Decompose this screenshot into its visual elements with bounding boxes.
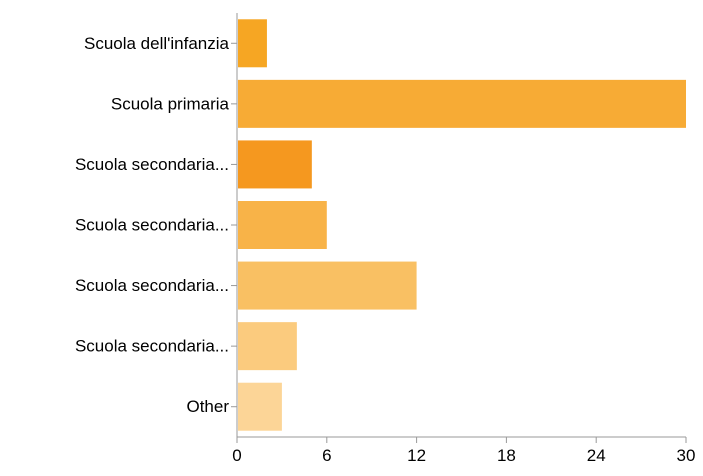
x-tick-label: 18 bbox=[497, 446, 516, 465]
x-tick-label: 24 bbox=[587, 446, 606, 465]
bar-1 bbox=[238, 19, 267, 68]
x-tick-label: 6 bbox=[322, 446, 331, 465]
category-label: Scuola dell'infanzia bbox=[84, 34, 230, 53]
x-tick-label: 12 bbox=[407, 446, 426, 465]
category-label: Other bbox=[186, 397, 229, 416]
category-label: Scuola secondaria... bbox=[75, 155, 229, 174]
x-tick-label: 0 bbox=[232, 446, 241, 465]
bar-6 bbox=[238, 322, 297, 371]
bar-7 bbox=[238, 382, 282, 431]
category-label: Scuola primaria bbox=[111, 94, 230, 113]
x-tick-label: 30 bbox=[677, 446, 696, 465]
category-label: Scuola secondaria... bbox=[75, 276, 229, 295]
labels-layer: Scuola dell'infanzia Scuola primaria Scuol… bbox=[75, 34, 696, 465]
axes-layer bbox=[231, 13, 687, 443]
bar-5 bbox=[238, 261, 417, 310]
bar-4 bbox=[238, 201, 327, 249]
bars-layer bbox=[238, 19, 686, 431]
category-label: Scuola secondaria... bbox=[75, 216, 229, 235]
category-label: Scuola secondaria... bbox=[75, 337, 229, 356]
bar-3 bbox=[238, 140, 312, 189]
bar-2 bbox=[238, 79, 686, 128]
